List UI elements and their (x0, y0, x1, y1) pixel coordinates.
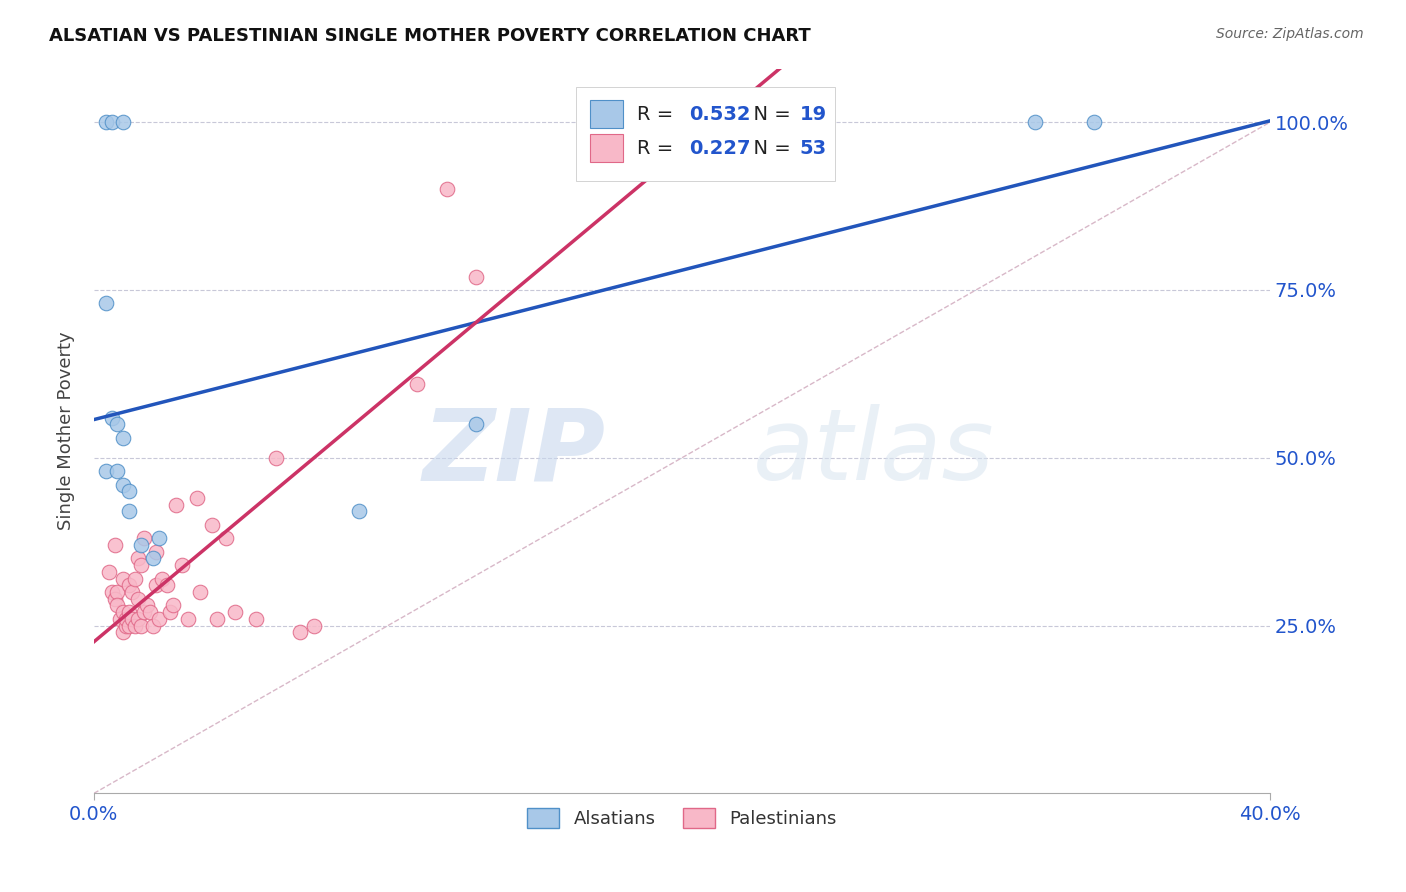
Point (245, 612, 267, 626)
Point (215, 531, 238, 545)
Point (177, 612, 200, 626)
Text: ALSATIAN VS PALESTINIAN SINGLE MOTHER POVERTY CORRELATION CHART: ALSATIAN VS PALESTINIAN SINGLE MOTHER PO… (49, 27, 811, 45)
Point (112, 477, 135, 491)
Point (110, 612, 132, 626)
Point (129, 558, 152, 573)
Point (107, 599, 129, 613)
Point (139, 605, 162, 619)
Text: N =: N = (741, 104, 797, 124)
Point (159, 605, 181, 619)
Point (347, 504, 370, 518)
Point (150, 572, 173, 586)
Point (148, 531, 170, 545)
Point (1024, 115, 1046, 129)
Point (304, 618, 326, 632)
Point (127, 612, 149, 626)
Text: N =: N = (741, 139, 797, 158)
Point (264, 450, 287, 465)
Point (127, 551, 149, 566)
Point (107, 417, 129, 432)
Point (436, 182, 458, 196)
Point (142, 618, 165, 632)
Point (118, 504, 141, 518)
Point (132, 605, 155, 619)
Legend: Alsatians, Palestinians: Alsatians, Palestinians (520, 801, 845, 835)
Point (100, 115, 122, 129)
Point (172, 558, 194, 573)
Point (118, 605, 141, 619)
Point (465, 269, 488, 284)
Point (118, 618, 141, 632)
Y-axis label: Single Mother Poverty: Single Mother Poverty (58, 332, 75, 530)
Point (124, 618, 146, 632)
Point (129, 538, 152, 552)
FancyBboxPatch shape (576, 87, 835, 181)
Point (107, 464, 129, 478)
Text: R =: R = (637, 104, 679, 124)
Point (94, 464, 117, 478)
Text: atlas: atlas (752, 404, 994, 501)
Point (112, 572, 135, 586)
Point (103, 538, 125, 552)
Text: R =: R = (637, 139, 679, 158)
Point (124, 572, 146, 586)
Point (129, 618, 152, 632)
Point (121, 585, 143, 599)
Point (200, 517, 222, 532)
Point (598, 149, 620, 163)
Point (118, 484, 141, 499)
Point (115, 618, 138, 632)
Text: 19: 19 (800, 104, 827, 124)
Point (121, 612, 143, 626)
Point (162, 599, 184, 613)
Point (142, 551, 165, 566)
Point (94, 115, 117, 129)
Bar (591, 135, 623, 162)
Point (188, 585, 211, 599)
Point (148, 612, 170, 626)
Point (1083, 115, 1105, 129)
Point (207, 612, 229, 626)
Point (406, 376, 429, 391)
Point (135, 599, 157, 613)
Point (288, 625, 311, 640)
Text: 0.532: 0.532 (689, 104, 751, 124)
Text: ZIP: ZIP (422, 404, 606, 501)
Point (186, 491, 208, 505)
Point (127, 591, 149, 606)
Point (107, 585, 129, 599)
Point (156, 578, 179, 592)
Point (112, 431, 135, 445)
Point (145, 545, 167, 559)
Point (115, 612, 138, 626)
Bar (591, 101, 623, 128)
Point (103, 591, 125, 606)
Point (94, 296, 117, 310)
Point (224, 605, 246, 619)
Point (100, 585, 122, 599)
Point (165, 498, 187, 512)
Point (145, 578, 167, 592)
Point (465, 417, 488, 432)
Point (118, 578, 141, 592)
Point (97, 565, 120, 579)
Text: 0.227: 0.227 (689, 139, 751, 158)
Point (112, 115, 135, 129)
Point (100, 410, 122, 425)
Text: Source: ZipAtlas.com: Source: ZipAtlas.com (1216, 27, 1364, 41)
Point (112, 605, 135, 619)
Point (112, 625, 135, 640)
Text: 53: 53 (800, 139, 827, 158)
Point (132, 531, 155, 545)
